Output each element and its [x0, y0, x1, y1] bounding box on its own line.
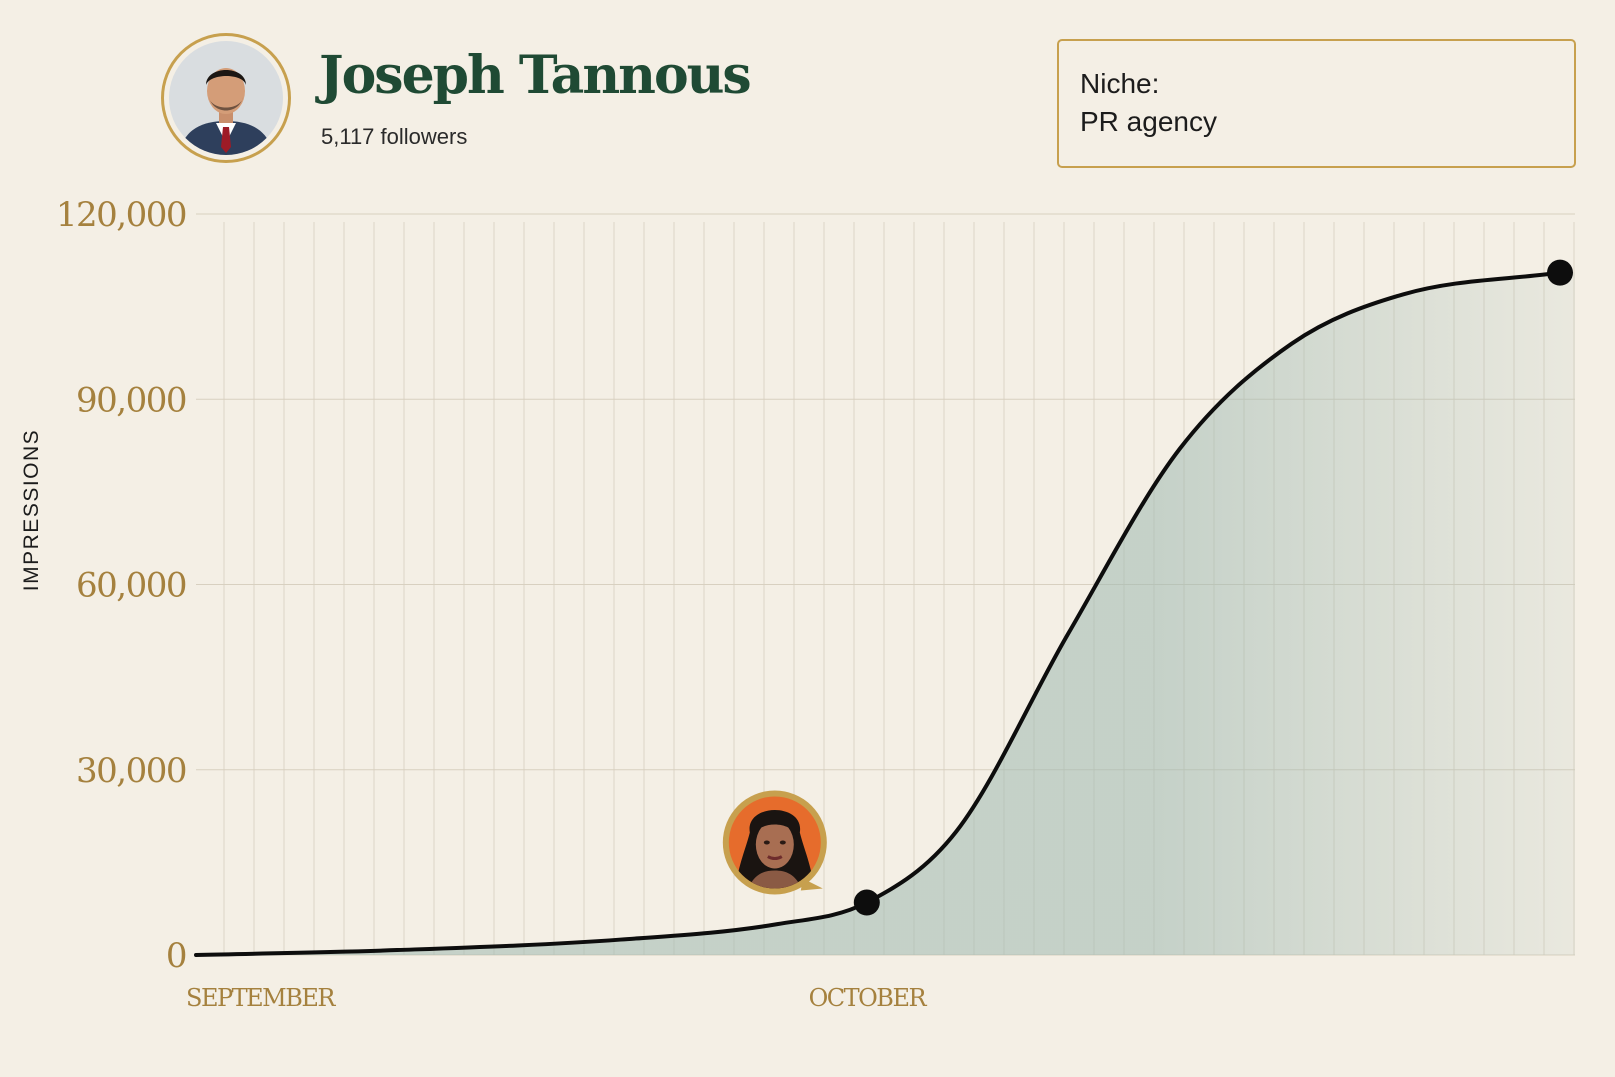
impressions-line [194, 270, 1562, 957]
niche-value: PR agency [1080, 106, 1217, 137]
x-tick-label: SEPTEMBER [186, 984, 336, 1012]
niche-label: Niche: [1080, 68, 1160, 99]
man-portrait-icon [169, 41, 283, 155]
x-tick-label: OCTOBER [809, 984, 928, 1012]
woman-portrait-icon [722, 790, 827, 895]
profile-avatar [161, 33, 291, 163]
y-tick-label: 30,000 [76, 751, 186, 791]
niche-box: Niche: PR agency [1057, 39, 1576, 168]
y-tick-label: 120,000 [56, 195, 186, 235]
impressions-area [196, 272, 1575, 956]
y-tick-label: 90,000 [76, 380, 186, 420]
highlight-point [1547, 259, 1573, 286]
y-tick-label: 0 [166, 936, 186, 976]
follower-count: 5,117 followers [321, 124, 468, 149]
y-tick-label: 60,000 [76, 566, 186, 606]
profile-name: Joseph Tannous [319, 45, 752, 106]
highlight-point [853, 889, 880, 916]
